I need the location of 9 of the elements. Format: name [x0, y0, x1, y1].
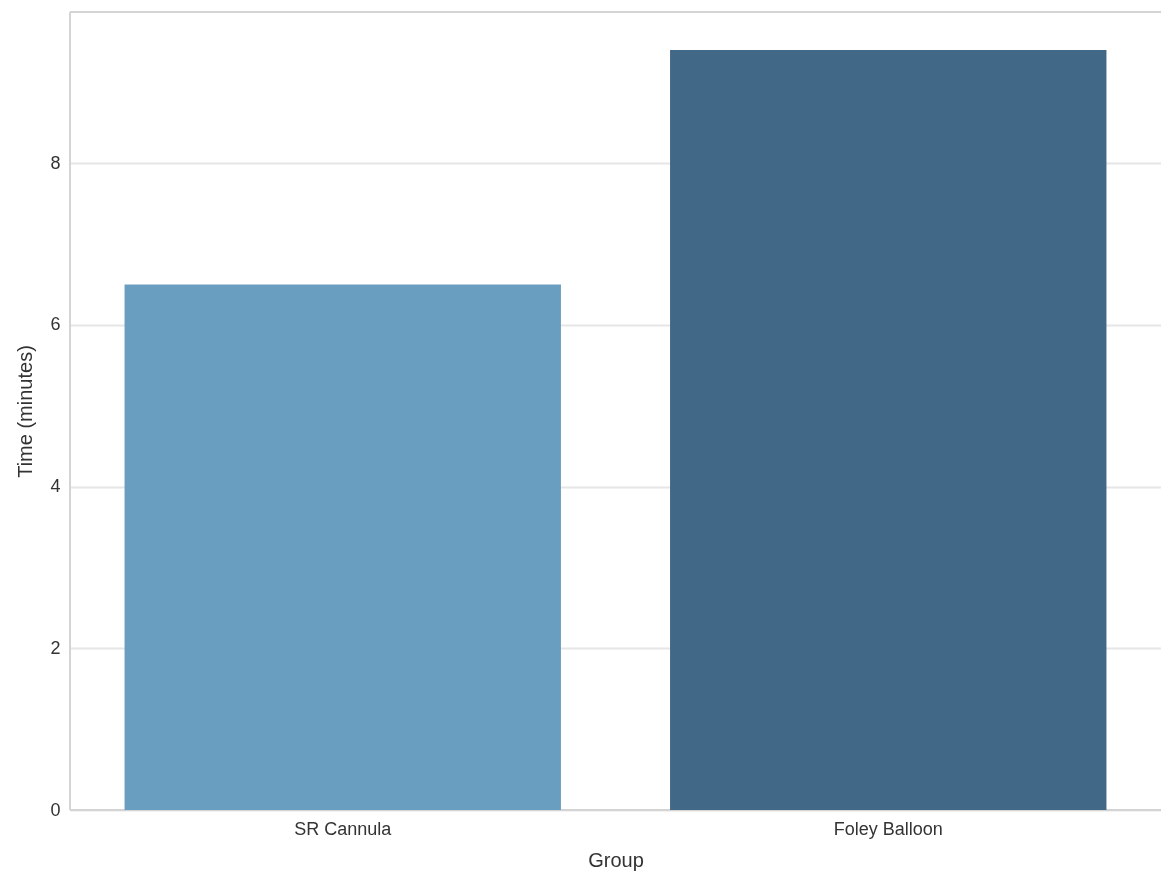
y-tick-label: 0	[50, 799, 61, 820]
y-axis-title: Time (minutes)	[14, 345, 37, 478]
y-tick-label: 2	[50, 637, 61, 658]
x-axis-title: Group	[588, 848, 644, 871]
y-tick-label: 8	[50, 152, 61, 173]
y-tick-label: 6	[50, 314, 61, 335]
x-tick-label: Foley Balloon	[833, 818, 943, 839]
y-tick-label: 4	[50, 476, 61, 497]
x-tick-label: SR Cannula	[294, 818, 393, 839]
